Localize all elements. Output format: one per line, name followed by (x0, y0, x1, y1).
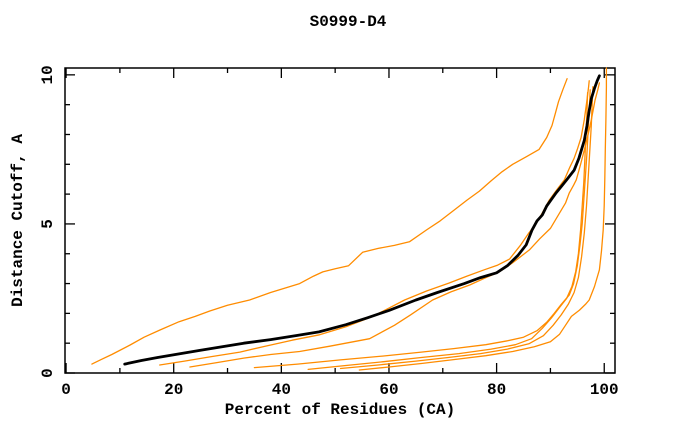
curve-model-highlight (123, 74, 601, 366)
curve-model-orange-f (339, 86, 594, 370)
curve-model-orange-e (307, 92, 589, 371)
x-tick-label: 20 (164, 381, 183, 399)
y-tick-label: 10 (39, 65, 57, 84)
y-tick-label: 0 (39, 368, 57, 378)
curve-model-orange-d (253, 89, 591, 369)
y-axis-label: Distance Cutoff, A (9, 134, 27, 307)
x-tick-label: 0 (61, 381, 71, 399)
axis-ticks (65, 68, 615, 374)
x-tick-label: 60 (379, 381, 398, 399)
x-axis-label: Percent of Residues (CA) (225, 401, 455, 419)
x-tick-label: 100 (590, 381, 619, 399)
curve-model-orange-b (159, 80, 590, 366)
x-tick-label: 80 (487, 381, 506, 399)
curve-model-orange-a (91, 78, 568, 365)
curve-model-orange-c (189, 82, 601, 368)
curves (91, 67, 608, 371)
curve-model-orange-g (358, 67, 608, 371)
x-tick-label: 40 (272, 381, 291, 399)
y-tick-label: 5 (39, 219, 57, 229)
plot-box (64, 67, 616, 374)
chart-title: S0999-D4 (310, 13, 387, 31)
